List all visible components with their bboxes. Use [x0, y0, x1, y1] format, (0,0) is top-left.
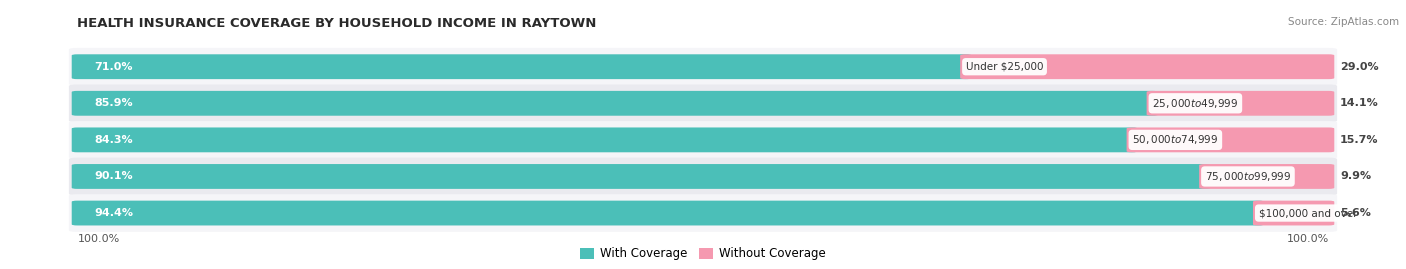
FancyBboxPatch shape	[1199, 164, 1334, 189]
Text: Under $25,000: Under $25,000	[966, 62, 1043, 72]
Text: 85.9%: 85.9%	[94, 98, 132, 108]
Text: $75,000 to $99,999: $75,000 to $99,999	[1205, 170, 1291, 183]
FancyBboxPatch shape	[960, 54, 1334, 79]
FancyBboxPatch shape	[1147, 91, 1334, 116]
Text: 100.0%: 100.0%	[77, 234, 120, 244]
Text: 14.1%: 14.1%	[1340, 98, 1379, 108]
FancyBboxPatch shape	[72, 54, 972, 79]
Text: $50,000 to $74,999: $50,000 to $74,999	[1132, 133, 1219, 146]
Text: 29.0%: 29.0%	[1340, 62, 1378, 72]
Text: 90.1%: 90.1%	[94, 171, 132, 182]
FancyBboxPatch shape	[72, 201, 1264, 225]
Text: Source: ZipAtlas.com: Source: ZipAtlas.com	[1288, 17, 1399, 27]
FancyBboxPatch shape	[72, 128, 1137, 152]
FancyBboxPatch shape	[69, 158, 1337, 195]
Text: 15.7%: 15.7%	[1340, 135, 1378, 145]
Text: $100,000 and over: $100,000 and over	[1258, 208, 1357, 218]
Legend: With Coverage, Without Coverage: With Coverage, Without Coverage	[579, 247, 827, 260]
FancyBboxPatch shape	[69, 194, 1337, 232]
Text: HEALTH INSURANCE COVERAGE BY HOUSEHOLD INCOME IN RAYTOWN: HEALTH INSURANCE COVERAGE BY HOUSEHOLD I…	[77, 17, 596, 30]
Text: 100.0%: 100.0%	[1286, 234, 1329, 244]
Text: 71.0%: 71.0%	[94, 62, 132, 72]
Text: 9.9%: 9.9%	[1340, 171, 1371, 182]
FancyBboxPatch shape	[1126, 128, 1334, 152]
FancyBboxPatch shape	[69, 121, 1337, 159]
FancyBboxPatch shape	[69, 84, 1337, 122]
Text: $25,000 to $49,999: $25,000 to $49,999	[1153, 97, 1239, 110]
Text: 84.3%: 84.3%	[94, 135, 132, 145]
FancyBboxPatch shape	[1253, 201, 1334, 225]
FancyBboxPatch shape	[72, 91, 1159, 116]
Text: 94.4%: 94.4%	[94, 208, 134, 218]
FancyBboxPatch shape	[72, 164, 1211, 189]
FancyBboxPatch shape	[69, 48, 1337, 86]
Text: 5.6%: 5.6%	[1340, 208, 1371, 218]
